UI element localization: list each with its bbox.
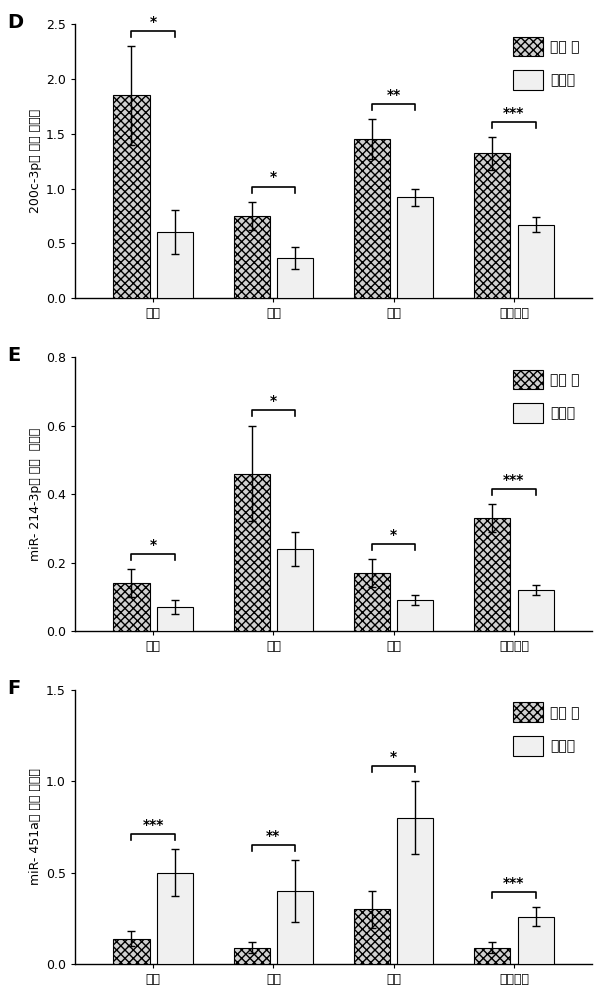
- Bar: [354, 573, 390, 631]
- Legend: 耗药 组, 敏感组: 耗药 组, 敏感组: [507, 31, 585, 95]
- Text: *: *: [390, 750, 397, 764]
- Text: *: *: [270, 394, 277, 408]
- Text: ***: ***: [142, 818, 164, 832]
- Bar: [398, 197, 433, 298]
- Bar: [474, 948, 510, 964]
- Text: *: *: [270, 170, 277, 184]
- Text: ***: ***: [503, 473, 525, 487]
- Text: ***: ***: [503, 106, 525, 120]
- Y-axis label: miR- 214-3p的 相对  表达量: miR- 214-3p的 相对 表达量: [28, 427, 42, 561]
- Bar: [354, 139, 390, 298]
- Bar: [277, 891, 313, 964]
- Text: *: *: [150, 538, 157, 552]
- Bar: [518, 225, 554, 298]
- Bar: [398, 600, 433, 631]
- Text: **: **: [387, 88, 401, 102]
- Legend: 耗药 组, 敏感组: 耗药 组, 敏感组: [507, 697, 585, 761]
- Bar: [157, 232, 193, 298]
- Bar: [157, 873, 193, 964]
- Bar: [398, 818, 433, 964]
- Bar: [277, 549, 313, 631]
- Bar: [234, 948, 270, 964]
- Bar: [113, 95, 150, 298]
- Text: *: *: [150, 15, 157, 29]
- Text: D: D: [8, 13, 24, 32]
- Bar: [354, 909, 390, 964]
- Text: *: *: [390, 528, 397, 542]
- Bar: [474, 518, 510, 631]
- Bar: [113, 939, 150, 964]
- Legend: 耗药 组, 敏感组: 耗药 组, 敏感组: [507, 364, 585, 428]
- Bar: [518, 917, 554, 964]
- Text: ***: ***: [503, 876, 525, 890]
- Text: F: F: [8, 679, 21, 698]
- Y-axis label: 200c-3p的 相对 表达量: 200c-3p的 相对 表达量: [28, 109, 42, 213]
- Bar: [518, 590, 554, 631]
- Bar: [234, 474, 270, 631]
- Y-axis label: miR- 451a的 相对 表达量: miR- 451a的 相对 表达量: [28, 769, 42, 885]
- Bar: [234, 216, 270, 298]
- Text: E: E: [8, 346, 21, 365]
- Bar: [277, 258, 313, 298]
- Bar: [474, 153, 510, 298]
- Bar: [113, 583, 150, 631]
- Bar: [157, 607, 193, 631]
- Text: **: **: [266, 829, 281, 843]
